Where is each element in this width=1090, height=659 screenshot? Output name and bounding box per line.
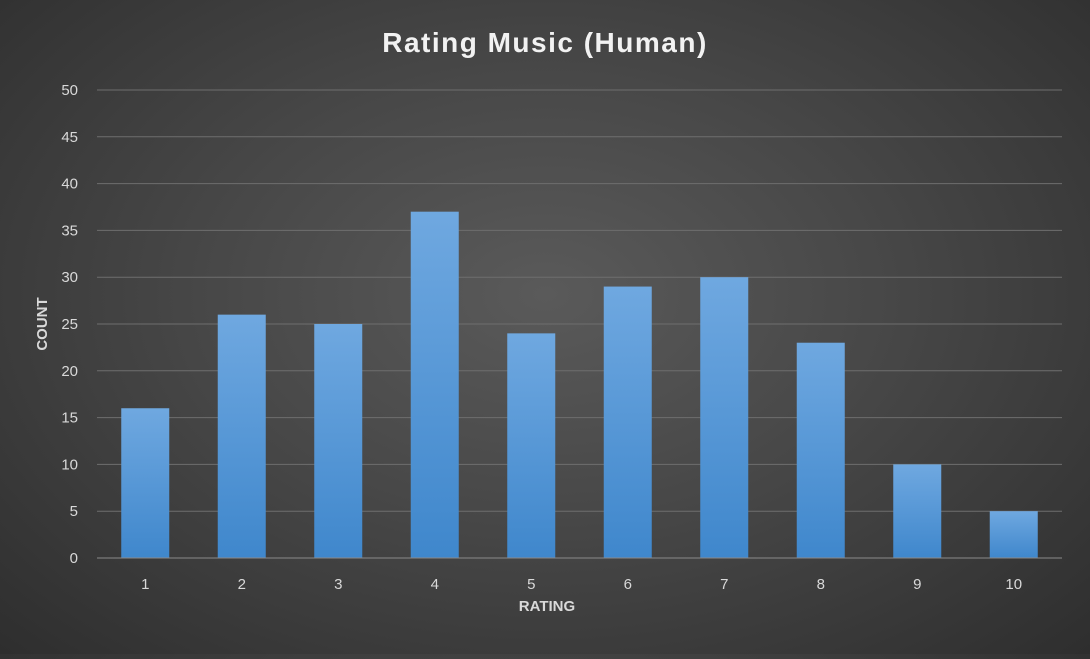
y-axis-label: COUNT (34, 297, 51, 350)
y-tick-label: 30 (61, 269, 78, 286)
x-tick-label: 1 (141, 576, 149, 593)
x-tick-label: 6 (624, 576, 632, 593)
y-tick-label: 25 (61, 316, 78, 333)
x-tick-label: 7 (720, 576, 728, 593)
y-tick-label: 0 (70, 550, 78, 567)
x-tick-label: 3 (334, 576, 342, 593)
x-tick-label: 5 (527, 576, 535, 593)
x-tick-label: 9 (913, 576, 921, 593)
bar-rating-6 (603, 286, 652, 558)
bars (121, 211, 1038, 558)
bar-rating-1 (121, 408, 170, 558)
chart-title: Rating Music (Human) (382, 27, 708, 58)
x-tick-label: 2 (238, 576, 246, 593)
bar-rating-10 (989, 511, 1038, 558)
y-tick-label: 50 (61, 82, 78, 99)
y-tick-label: 5 (70, 503, 78, 520)
bar-rating-8 (796, 342, 845, 558)
bar-rating-7 (700, 277, 749, 558)
y-tick-label: 35 (61, 222, 78, 239)
x-tick-label: 4 (431, 576, 439, 593)
x-axis-label: RATING (519, 598, 575, 615)
y-tick-label: 40 (61, 176, 78, 193)
y-tick-label: 45 (61, 129, 78, 146)
x-tick-label: 10 (1005, 576, 1022, 593)
y-tick-label: 15 (61, 410, 78, 427)
bar-rating-3 (314, 324, 363, 558)
x-axis-ticks: 1 2 3 4 5 6 7 8 9 10 (141, 576, 1022, 593)
y-tick-label: 20 (61, 363, 78, 380)
bar-rating-2 (217, 314, 266, 558)
bar-rating-4 (410, 211, 459, 558)
y-axis-ticks: 0 5 10 15 20 25 30 35 40 45 50 (61, 82, 78, 567)
x-tick-label: 8 (817, 576, 825, 593)
y-tick-label: 10 (61, 456, 78, 473)
bar-rating-9 (893, 464, 942, 558)
bar-rating-5 (507, 333, 556, 558)
